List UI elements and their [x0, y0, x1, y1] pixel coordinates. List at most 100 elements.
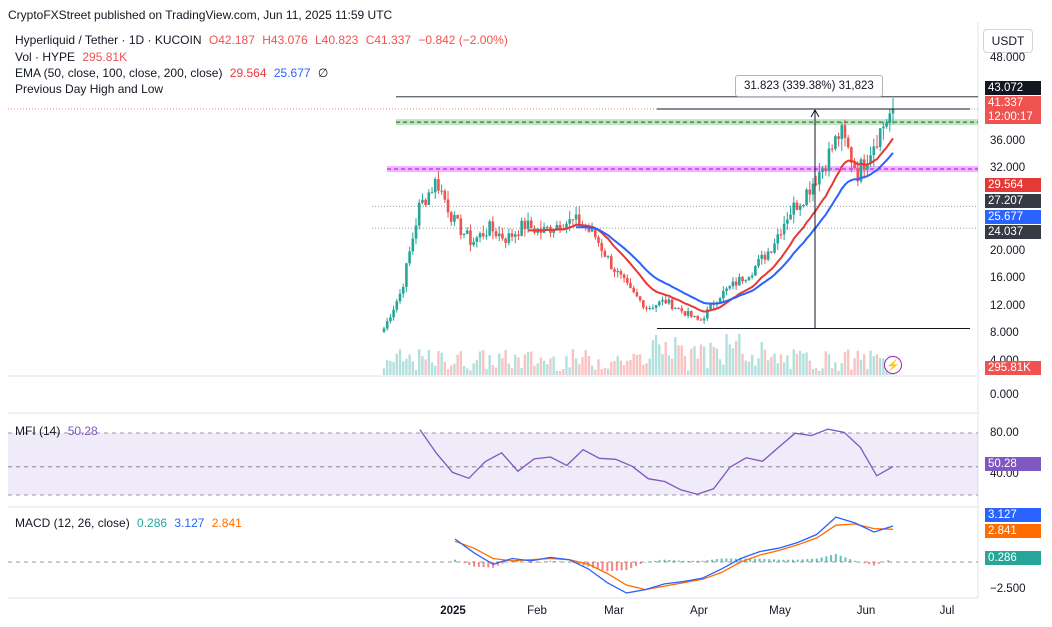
macd-hist-bar [639, 562, 642, 565]
lightning-icon[interactable]: ⚡ [884, 356, 902, 374]
candle-body [818, 172, 821, 185]
macd-hist-bar [753, 558, 756, 562]
volume-bar [619, 360, 623, 375]
macd-hist-bar [577, 562, 580, 565]
candle-body [763, 254, 767, 260]
volume-bar [469, 370, 472, 375]
volume-bar [837, 370, 840, 375]
macd-hist-bar [630, 562, 633, 569]
price-tick: 12.000 [990, 300, 1026, 312]
macd-hist-bar [849, 559, 852, 562]
open-value: O42.187 [208, 33, 255, 47]
volume-bar [786, 355, 789, 375]
macd-hist-bar [668, 559, 671, 562]
candle-body [446, 199, 450, 213]
volume-bar [882, 358, 885, 375]
ema100-value: 25.677 [273, 66, 311, 80]
volume-bar [696, 358, 699, 375]
macd-legend[interactable]: MACD (12, 26, close) 0.286 3.127 2.841 [15, 516, 246, 530]
candle-body [459, 218, 463, 235]
mfi-pane [8, 428, 978, 496]
change-value: −0.842 (−2.00%) [418, 33, 508, 47]
volume-bar [574, 358, 578, 375]
ema-label[interactable]: EMA (50, close, 100, close, 200, close) [15, 66, 223, 80]
macd-hist-bar [806, 559, 809, 562]
macd-label[interactable]: MACD (12, 26, close) [15, 516, 130, 530]
volume-bar [584, 350, 587, 375]
candle-body [417, 202, 421, 226]
volume-bar [450, 365, 453, 375]
macd-hist-bar [825, 556, 828, 562]
prev-day-high-badge: 43.072 [985, 81, 1041, 95]
candle-body [475, 237, 479, 242]
candle-body [642, 300, 645, 308]
volume-bar [629, 360, 632, 375]
candle-body [587, 228, 591, 232]
volume-bar [398, 349, 402, 375]
macd-hist-bar [720, 558, 723, 562]
macd-hist-bar [454, 559, 456, 562]
macd-hist-bar [501, 562, 504, 564]
candle-body [622, 274, 626, 279]
volume-bar [421, 356, 424, 375]
candle-body [462, 233, 466, 235]
candle-body [430, 192, 434, 194]
candle-body [840, 125, 844, 140]
volume-bar [590, 365, 594, 375]
ema-empty-icon: ∅ [317, 66, 329, 80]
volume-bar [658, 344, 661, 375]
candle-body [635, 292, 639, 297]
candle-body [497, 233, 501, 237]
macd-hist-bar [553, 561, 556, 562]
volume-bar [648, 358, 651, 375]
candle-body [405, 263, 408, 287]
volume-bar [616, 356, 619, 375]
candle-body [750, 275, 754, 278]
volume-bar [389, 360, 392, 375]
candle-body [766, 251, 770, 260]
volume-label[interactable]: Vol · HYPE [15, 50, 76, 64]
candle-body [411, 238, 415, 252]
candle-body [891, 109, 895, 114]
candle-body [690, 311, 693, 317]
symbol-legend[interactable]: Hyperliquid / Tether · 1D · KUCOIN O42.1… [15, 33, 512, 47]
symbol-name[interactable]: Hyperliquid / Tether · 1D · KUCOIN [15, 33, 202, 47]
measure-tool[interactable] [657, 108, 970, 329]
volume-bar [382, 368, 386, 375]
currency-button[interactable]: USDT [983, 29, 1033, 53]
ema-legend[interactable]: EMA (50, close, 100, close, 200, close) … [15, 66, 332, 80]
macd-hist-bar [820, 557, 823, 562]
macd-hist-bar [625, 562, 628, 571]
pdhl-legend[interactable]: Previous Day High and Low [15, 82, 164, 96]
volume-bar [840, 363, 843, 375]
volume-bar [798, 350, 802, 375]
candle-body [654, 305, 658, 308]
volume-bar [555, 370, 559, 375]
volume-bar [862, 354, 866, 375]
price-tick: 36.000 [990, 135, 1026, 147]
volume-bar [699, 344, 703, 375]
volume-bar [626, 360, 629, 375]
time-tick: Jul [939, 605, 955, 617]
volume-bar [725, 334, 728, 375]
volume-bar [718, 359, 722, 375]
mfi-legend[interactable]: MFI (14) 50.28 [15, 424, 102, 438]
volume-legend[interactable]: Vol · HYPE 295.81K [15, 50, 131, 64]
time-tick: Mar [604, 605, 624, 617]
mfi-label[interactable]: MFI (14) [15, 424, 61, 438]
volume-bar [856, 350, 859, 375]
price-tick: 32.000 [990, 162, 1026, 174]
volume-bar [651, 340, 655, 375]
candle-body [555, 224, 559, 231]
macd-hist-bar [615, 562, 618, 571]
macd-hist-bar [539, 562, 542, 563]
candle-body [786, 219, 789, 224]
candle-body [389, 317, 392, 322]
measure-label[interactable]: 31.823 (339.38%) 31,823 [735, 75, 883, 97]
macd-hist-bar [592, 562, 595, 568]
candle-body [875, 146, 879, 148]
price-levels [8, 96, 978, 229]
volume-bar [494, 367, 498, 375]
volume-bar [501, 358, 504, 375]
